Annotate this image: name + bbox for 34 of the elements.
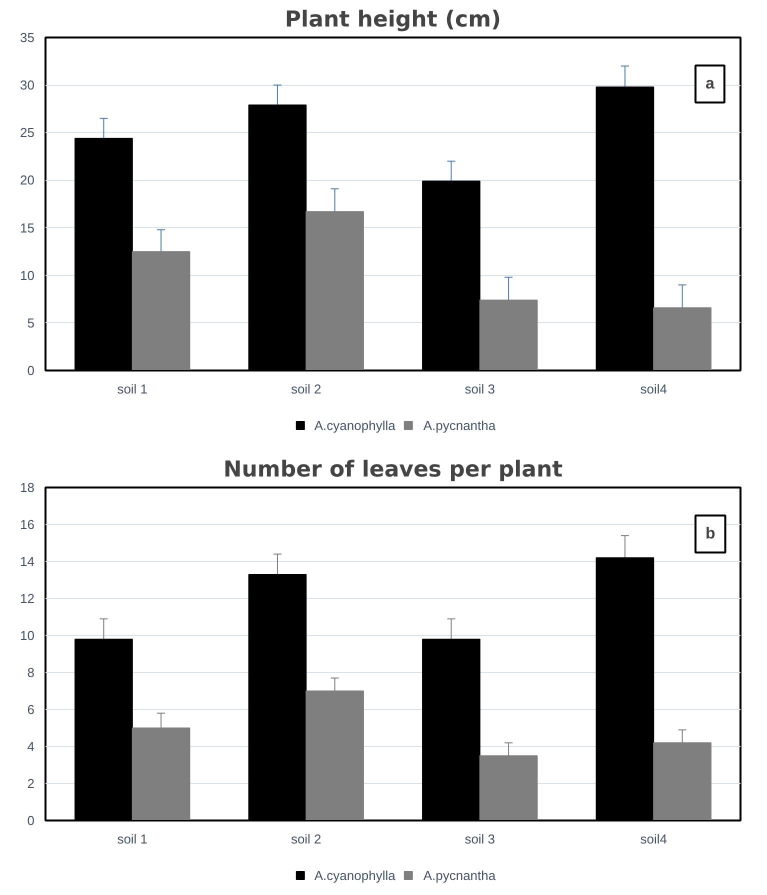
legend-label: A.cyanophylla: [314, 418, 396, 432]
x-tick-label: soil 2: [290, 382, 322, 396]
y-tick-label: 8: [27, 665, 35, 680]
x-tick-label: soil4: [640, 382, 668, 396]
annotation: a: [706, 76, 714, 92]
chart-title: Plant height (cm): [284, 8, 502, 32]
y-tick-label: 10: [20, 628, 35, 643]
x-tick-label: soil 1: [117, 382, 148, 396]
x-tick-label: soil 2: [290, 832, 322, 846]
x-tick-label: soil 3: [464, 832, 496, 846]
y-tick-label: 10: [20, 268, 35, 283]
y-tick-label: 25: [20, 125, 35, 140]
y-tick-label: 15: [20, 220, 35, 236]
legend-label: A.pycnantha: [423, 868, 496, 882]
y-tick-label: 14: [20, 554, 35, 569]
y-tick-label: 5: [27, 315, 35, 330]
y-tick-label: 4: [27, 739, 35, 754]
y-tick-label: 0: [27, 363, 35, 378]
y-tick-label: 2: [27, 776, 35, 791]
x-tick-label: soil 3: [464, 382, 496, 396]
y-tick-label: 12: [20, 591, 35, 606]
annotation: b: [706, 526, 716, 542]
y-tick-label: 30: [20, 78, 35, 93]
y-tick-label: 18: [20, 480, 35, 495]
y-tick-label: 6: [27, 702, 35, 717]
y-tick-label: 20: [20, 172, 35, 188]
chart-title: Number of leaves per plant: [223, 458, 564, 482]
x-tick-label: soil 1: [117, 832, 148, 846]
y-tick-label: 35: [20, 30, 35, 45]
legend-label: A.cyanophylla: [314, 868, 396, 882]
y-tick-label: 0: [27, 813, 35, 828]
y-tick-label: 16: [20, 517, 35, 532]
x-tick-label: soil4: [640, 832, 668, 846]
legend-label: A.pycnantha: [423, 418, 496, 432]
